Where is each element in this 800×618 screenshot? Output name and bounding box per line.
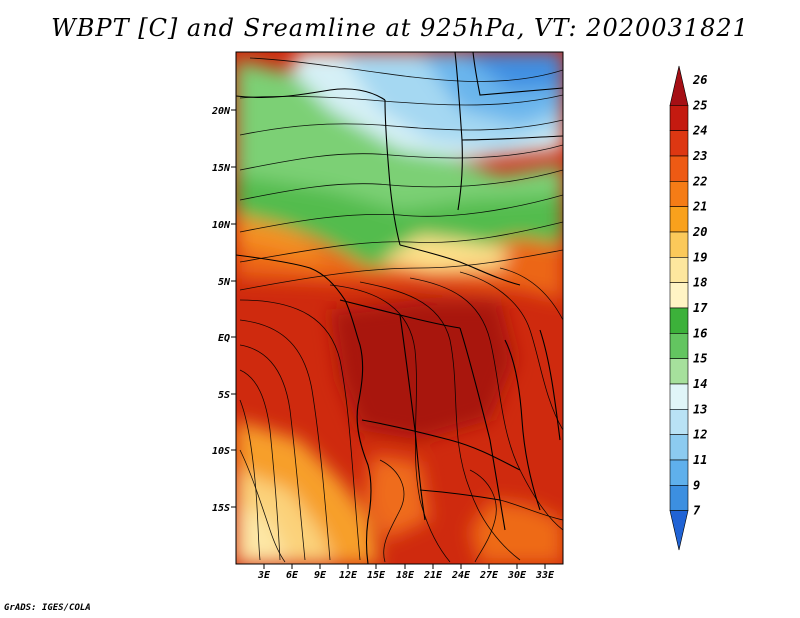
colorbar: 26 25 24 23 22 21 20 19 18 17 16 15 14 13 12 11 9 7 <box>669 65 708 551</box>
colorbar-label: 12 <box>693 428 707 442</box>
colorbar-label: 16 <box>693 326 707 340</box>
lon-label: 24E <box>451 570 471 581</box>
lat-label: EQ <box>218 333 230 344</box>
lat-label: 15S <box>212 503 230 514</box>
lon-label: 3E <box>257 570 271 581</box>
colorbar-label: 17 <box>693 301 708 315</box>
colorbar-label: 14 <box>693 377 707 391</box>
lat-label: 15N <box>212 163 231 174</box>
wbpt-field <box>236 52 563 564</box>
colorbar-swatch <box>669 231 689 258</box>
lat-label: 10N <box>212 220 231 231</box>
colorbar-swatch <box>669 65 689 106</box>
colorbar-label: 19 <box>693 250 707 264</box>
lon-label: 9E <box>314 570 327 581</box>
colorbar-label: 15 <box>693 352 707 366</box>
colorbar-label: 24 <box>692 124 707 138</box>
colorbar-label: 21 <box>692 200 707 214</box>
lon-label: 30E <box>507 570 527 581</box>
longitude-ticks <box>263 564 546 569</box>
lon-label: 21E <box>423 570 443 581</box>
lat-label: 10S <box>212 446 230 457</box>
lat-label: 5S <box>218 390 230 401</box>
colorbar-swatch <box>669 485 689 511</box>
lon-label: 27E <box>479 570 499 581</box>
colorbar-label: 7 <box>693 504 701 518</box>
lat-label: 5N <box>218 277 231 288</box>
colorbar-swatch <box>669 333 689 359</box>
map-frame <box>235 51 564 565</box>
lon-label: 15E <box>367 570 386 581</box>
lat-label: 20N <box>211 106 231 117</box>
country-borders <box>236 52 563 564</box>
colorbar-swatch <box>669 307 689 334</box>
colorbar-swatch <box>669 105 689 131</box>
colorbar-label: 20 <box>692 225 707 239</box>
colorbar-swatch <box>669 459 689 486</box>
page-title: WBPT [C] and Sreamline at 925hPa, VT: 20… <box>51 14 749 42</box>
colorbar-swatch <box>669 434 689 461</box>
colorbar-label: 13 <box>693 402 707 416</box>
longitude-axis: 3E 6E 9E 12E 15E 18E 21E 24E 27E 30E 33E <box>257 570 555 581</box>
colorbar-swatch <box>669 510 689 551</box>
colorbar-label: 26 <box>692 73 707 87</box>
colorbar-label: 11 <box>693 453 707 467</box>
colorbar-label: 18 <box>693 276 707 290</box>
colorbar-swatch <box>669 282 689 309</box>
streamlines <box>239 57 563 563</box>
lon-label: 18E <box>396 570 415 581</box>
colorbar-swatch <box>669 206 689 233</box>
colorbar-label: 9 <box>693 478 700 492</box>
colorbar-swatch <box>669 383 689 410</box>
colorbar-swatch <box>669 181 689 207</box>
colorbar-label: 25 <box>692 98 707 112</box>
lon-label: 6E <box>286 570 299 581</box>
credit-label: GrADS: IGES/COLA <box>4 603 91 613</box>
colorbar-swatch <box>669 257 689 283</box>
latitude-axis: 20N 15N 10N 5N EQ 5S 10S 15S <box>211 106 231 514</box>
lon-label: 33E <box>535 570 555 581</box>
colorbar-swatch <box>669 130 689 157</box>
colorbar-label: 22 <box>692 174 707 188</box>
colorbar-swatch <box>669 358 689 385</box>
colorbar-swatch <box>669 155 689 182</box>
colorbar-label: 23 <box>692 149 707 163</box>
latitude-ticks <box>231 109 236 508</box>
lon-label: 12E <box>339 570 358 581</box>
colorbar-swatch <box>669 409 689 435</box>
